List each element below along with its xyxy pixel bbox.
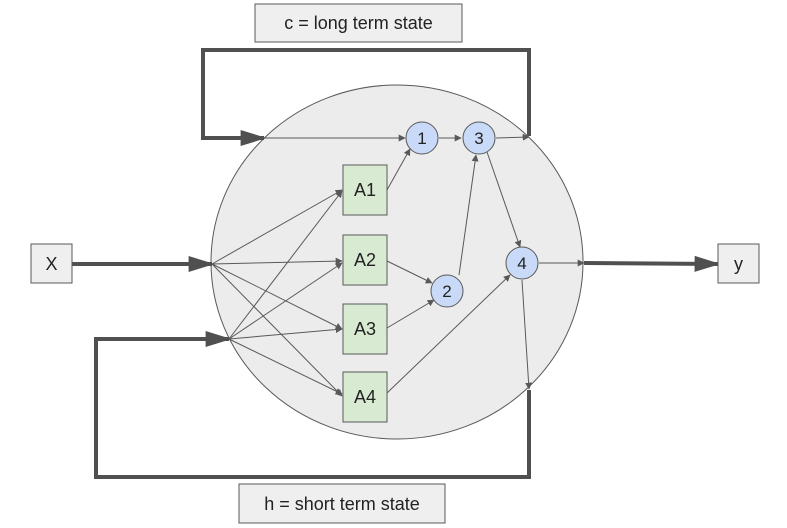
input-box: X <box>30 243 73 284</box>
operation-node-3: 3 <box>462 121 496 155</box>
x-to-a3 <box>211 263 343 330</box>
x-to-a1 <box>211 189 343 265</box>
short-term-state-loop <box>94 331 531 479</box>
op4-to-h <box>521 279 533 390</box>
h-to-a3 <box>228 326 343 340</box>
gate-a3: A3 <box>342 303 388 355</box>
operation-node-1: 1 <box>405 121 439 155</box>
h-to-a2 <box>228 262 343 340</box>
cell-state-label-box: c = long term state <box>254 3 463 43</box>
op2-to-op3 <box>458 154 479 276</box>
x-to-a4 <box>211 263 343 397</box>
gate-a1: A1 <box>342 164 388 216</box>
cell-state-label: c = long term state <box>284 13 433 33</box>
op3-to-op4 <box>486 151 522 248</box>
hidden-state-label-box: h = short term state <box>238 483 446 524</box>
a3-to-op2 <box>386 299 435 329</box>
h-to-a1 <box>228 190 343 340</box>
operation-node-4-label: 4 <box>517 254 526 273</box>
input-label: X <box>45 254 57 274</box>
operation-node-3-label: 3 <box>474 129 483 148</box>
operation-node-4: 4 <box>505 246 539 280</box>
long-term-state-loop <box>201 48 531 146</box>
op3-to-out <box>495 133 530 141</box>
gate-a3-label: A3 <box>354 319 376 339</box>
gate-a4-label: A4 <box>354 387 376 407</box>
output-label: y <box>734 254 743 274</box>
gate-a4: A4 <box>342 371 388 423</box>
x-to-a2 <box>211 257 343 265</box>
output-box: y <box>717 243 760 284</box>
thin-connections <box>211 133 585 397</box>
hidden-state-label: h = short term state <box>264 494 420 514</box>
a4-to-op4 <box>386 274 511 394</box>
gate-a2-label: A2 <box>354 250 376 270</box>
operation-node-1-label: 1 <box>417 129 426 148</box>
a2-to-op2 <box>386 260 433 284</box>
a1-to-op1 <box>386 148 411 191</box>
output-y-arrow <box>583 255 721 272</box>
h-to-a4 <box>228 338 343 395</box>
gate-a2: A2 <box>342 234 388 286</box>
operation-node-2-label: 2 <box>442 282 451 301</box>
thick-connections <box>72 48 721 479</box>
gate-a1-label: A1 <box>354 180 376 200</box>
operation-node-2: 2 <box>430 274 464 308</box>
